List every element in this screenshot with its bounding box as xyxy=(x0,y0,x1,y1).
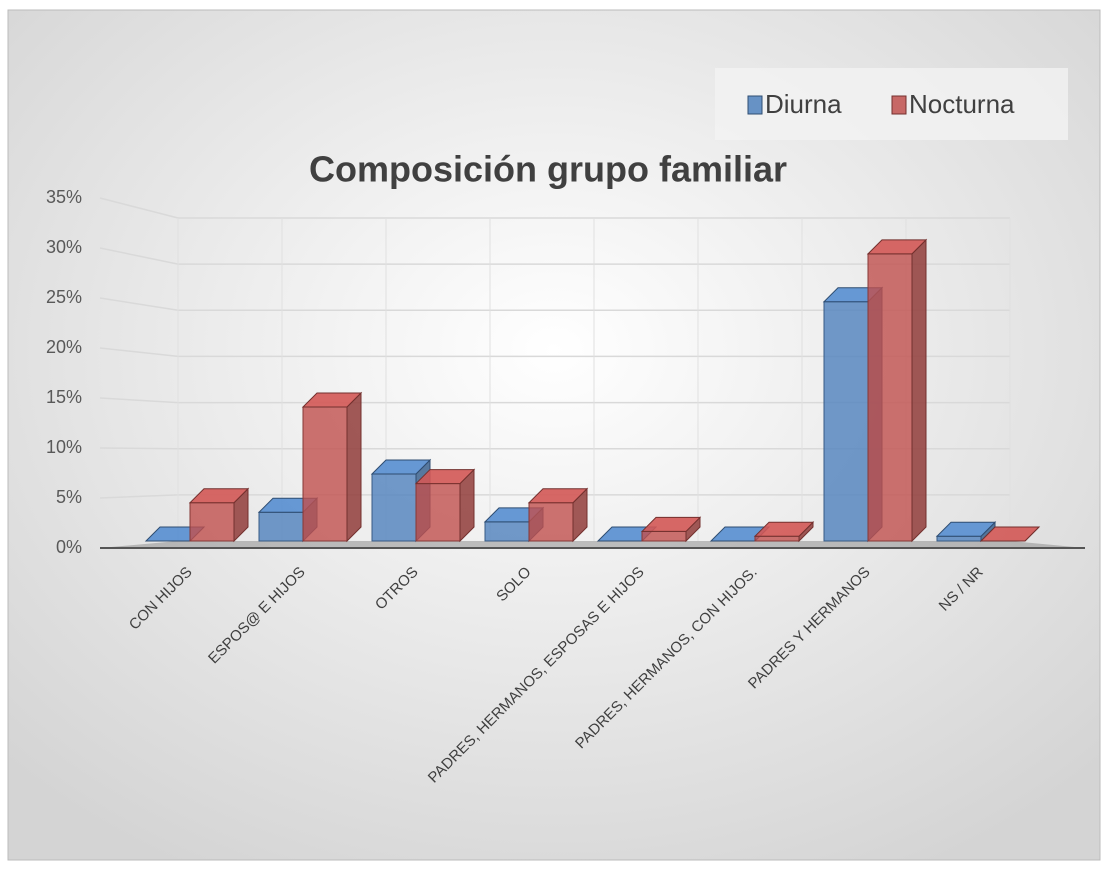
legend-label: Nocturna xyxy=(909,89,1015,119)
bar-front xyxy=(936,535,982,542)
bar-front xyxy=(754,535,800,542)
bar-front xyxy=(641,530,687,542)
bar xyxy=(301,391,363,543)
bar-top xyxy=(979,526,1041,542)
bar xyxy=(979,526,1041,542)
bar-front xyxy=(867,253,913,542)
y-tick-label: 10% xyxy=(46,437,82,457)
bar-front xyxy=(371,473,417,542)
bar-top xyxy=(640,516,702,532)
bar xyxy=(414,468,476,543)
bar xyxy=(935,521,997,543)
bar-side xyxy=(346,391,362,543)
bar-top xyxy=(866,239,928,255)
bar-top xyxy=(753,521,815,537)
floor xyxy=(100,541,1085,548)
y-tick-label: 25% xyxy=(46,287,82,307)
y-tick-label: 35% xyxy=(46,187,82,207)
bar-front xyxy=(258,511,304,542)
y-tick-label: 20% xyxy=(46,337,82,357)
bar-top xyxy=(370,459,432,475)
bar-front xyxy=(189,502,235,542)
y-tick-label: 0% xyxy=(56,537,82,557)
bar-top xyxy=(414,469,476,485)
legend-label: Diurna xyxy=(765,89,842,119)
bar-front xyxy=(484,521,530,542)
bar-top xyxy=(935,521,997,537)
y-tick-label: 15% xyxy=(46,387,82,407)
bar xyxy=(527,487,589,543)
bar-top xyxy=(527,488,589,504)
bar-front xyxy=(415,483,461,542)
bar-front xyxy=(528,502,574,542)
chart-title: Composición grupo familiar xyxy=(309,149,787,190)
y-tick-label: 30% xyxy=(46,237,82,257)
legend-swatch xyxy=(747,95,763,115)
bar xyxy=(753,521,815,543)
bar xyxy=(640,516,702,543)
legend-swatch xyxy=(891,95,907,115)
y-tick-label: 5% xyxy=(56,487,82,507)
bar-top xyxy=(301,392,363,408)
bar xyxy=(188,487,250,543)
bar xyxy=(866,238,928,543)
bar-side xyxy=(911,238,927,543)
bar-front xyxy=(823,301,869,542)
bar-front xyxy=(302,406,348,542)
bar-top xyxy=(188,488,250,504)
